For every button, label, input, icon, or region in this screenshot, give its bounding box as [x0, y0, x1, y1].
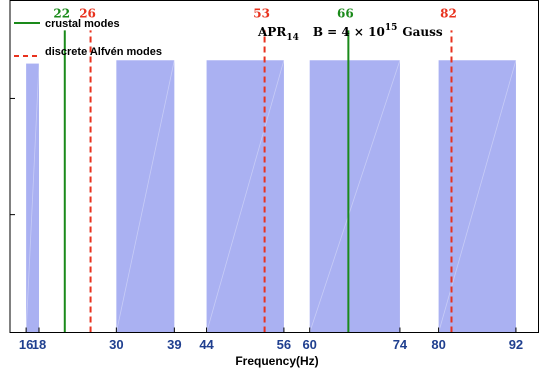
discrete-alfven-modes-label-26: 26	[79, 6, 96, 20]
x-tick-label-56: 56	[277, 337, 291, 352]
legend-label-crustal-modes: crustal modes	[45, 18, 120, 30]
discrete-alfven-modes-label-82: 82	[440, 6, 457, 20]
x-tick-label-80: 80	[431, 337, 445, 352]
x-axis-label: Frequency(Hz)	[235, 354, 318, 368]
mode-lines	[63, 30, 453, 333]
plot-frame	[9, 0, 539, 333]
continuum-band-44-56	[206, 60, 284, 333]
band-diagonal-artifact	[25, 63, 40, 333]
discrete-alfven-modes-label-53: 53	[253, 6, 270, 20]
x-tick-label-44: 44	[199, 337, 214, 352]
x-tick-label-74: 74	[393, 337, 408, 352]
x-tick-label-30: 30	[109, 337, 123, 352]
continuum-band-16-18	[26, 63, 40, 333]
band-diagonal-artifact	[309, 60, 401, 333]
x-tick-label-39: 39	[167, 337, 181, 352]
legend: crustal modes discrete Alfvén modes	[14, 18, 162, 58]
chart-title: APR14 B = 4 × 1015 Gauss	[257, 23, 443, 43]
continuum-band-30-39	[116, 60, 175, 333]
band-diagonal-artifact	[115, 60, 175, 333]
continuum-bands	[25, 60, 517, 333]
crustal-modes-label-22: 22	[53, 6, 70, 20]
legend-label-discrete-alfven-modes: discrete Alfvén modes	[45, 46, 162, 58]
y-axis-ticks	[10, 97, 15, 216]
x-tick-label-60: 60	[302, 337, 316, 352]
crustal-modes-label-66: 66	[337, 6, 354, 20]
mode-labels: 22 66 26 53 82	[53, 6, 456, 20]
band-diagonal-artifact	[206, 60, 285, 333]
x-tick-label-16: 16	[19, 337, 33, 352]
continuum-band-60-74	[309, 60, 400, 333]
x-tick-label-18: 18	[32, 337, 46, 352]
x-tick-label-92: 92	[509, 337, 523, 352]
